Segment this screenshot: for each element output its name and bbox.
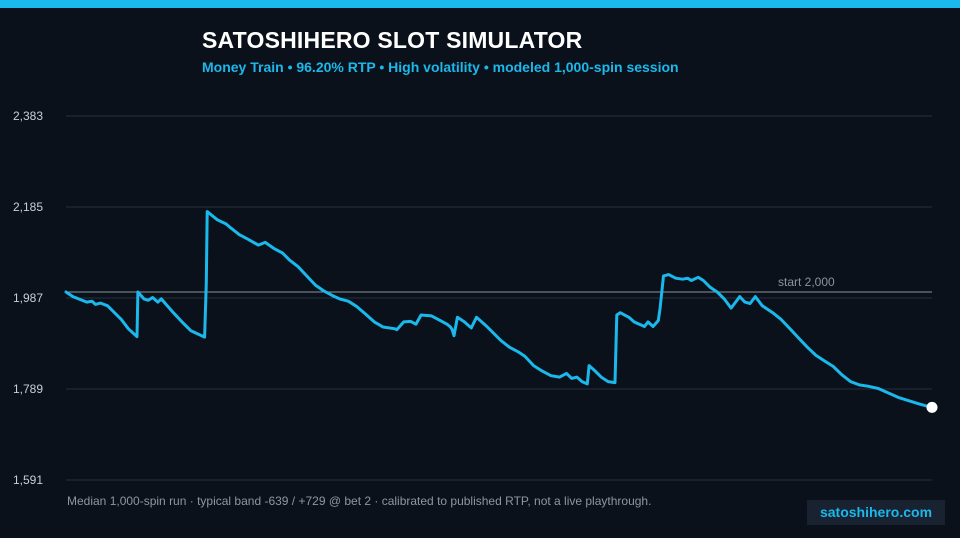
bankroll-series-line — [64, 210, 934, 409]
top-accent-bar — [0, 0, 960, 8]
page-title: SATOSHIHERO SLOT SIMULATOR — [202, 27, 583, 53]
y-tick-label: 1,591 — [13, 473, 43, 487]
page-subtitle: Money Train • 96.20% RTP • High volatili… — [202, 59, 679, 75]
footer-note: Median 1,000-spin run · typical band -63… — [67, 494, 652, 508]
y-tick-label: 2,383 — [13, 109, 43, 123]
y-tick-label: 1,987 — [13, 291, 43, 305]
end-point-marker — [926, 401, 938, 413]
brand-badge[interactable]: satoshihero.com — [807, 500, 945, 525]
start-reference-label: start 2,000 — [778, 275, 835, 289]
y-tick-label: 1,789 — [13, 382, 43, 396]
y-tick-label: 2,185 — [13, 200, 43, 214]
